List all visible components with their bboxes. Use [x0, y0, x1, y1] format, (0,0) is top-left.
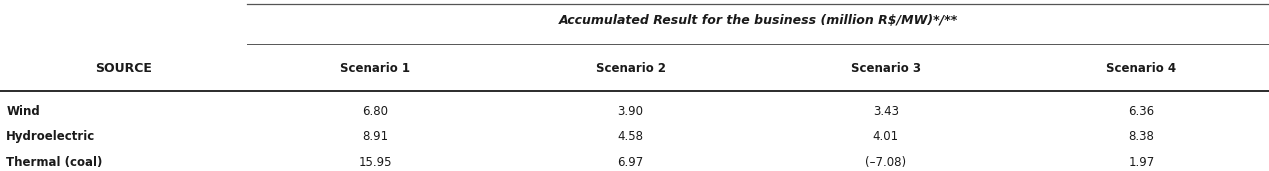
- Text: 6.36: 6.36: [1128, 105, 1155, 118]
- Text: Hydroelectric: Hydroelectric: [6, 130, 95, 143]
- Text: 8.91: 8.91: [362, 130, 388, 143]
- Text: Scenario 3: Scenario 3: [851, 62, 921, 75]
- Text: 3.90: 3.90: [618, 105, 643, 118]
- Text: Thermal (coal): Thermal (coal): [6, 156, 103, 169]
- Text: 4.01: 4.01: [873, 130, 898, 143]
- Text: (–7.08): (–7.08): [865, 156, 906, 169]
- Text: SOURCE: SOURCE: [95, 62, 151, 75]
- Text: 1.97: 1.97: [1128, 156, 1155, 169]
- Text: Scenario 4: Scenario 4: [1107, 62, 1176, 75]
- Text: Scenario 1: Scenario 1: [340, 62, 410, 75]
- Text: 8.38: 8.38: [1128, 130, 1155, 143]
- Text: 15.95: 15.95: [358, 156, 392, 169]
- Text: Scenario 2: Scenario 2: [595, 62, 665, 75]
- Text: 4.58: 4.58: [618, 130, 643, 143]
- Text: Wind: Wind: [6, 105, 41, 118]
- Text: 6.97: 6.97: [618, 156, 643, 169]
- Text: 3.43: 3.43: [873, 105, 898, 118]
- Text: 6.80: 6.80: [362, 105, 388, 118]
- Text: Accumulated Result for the business (million R$/MW)*/**: Accumulated Result for the business (mil…: [558, 14, 958, 27]
